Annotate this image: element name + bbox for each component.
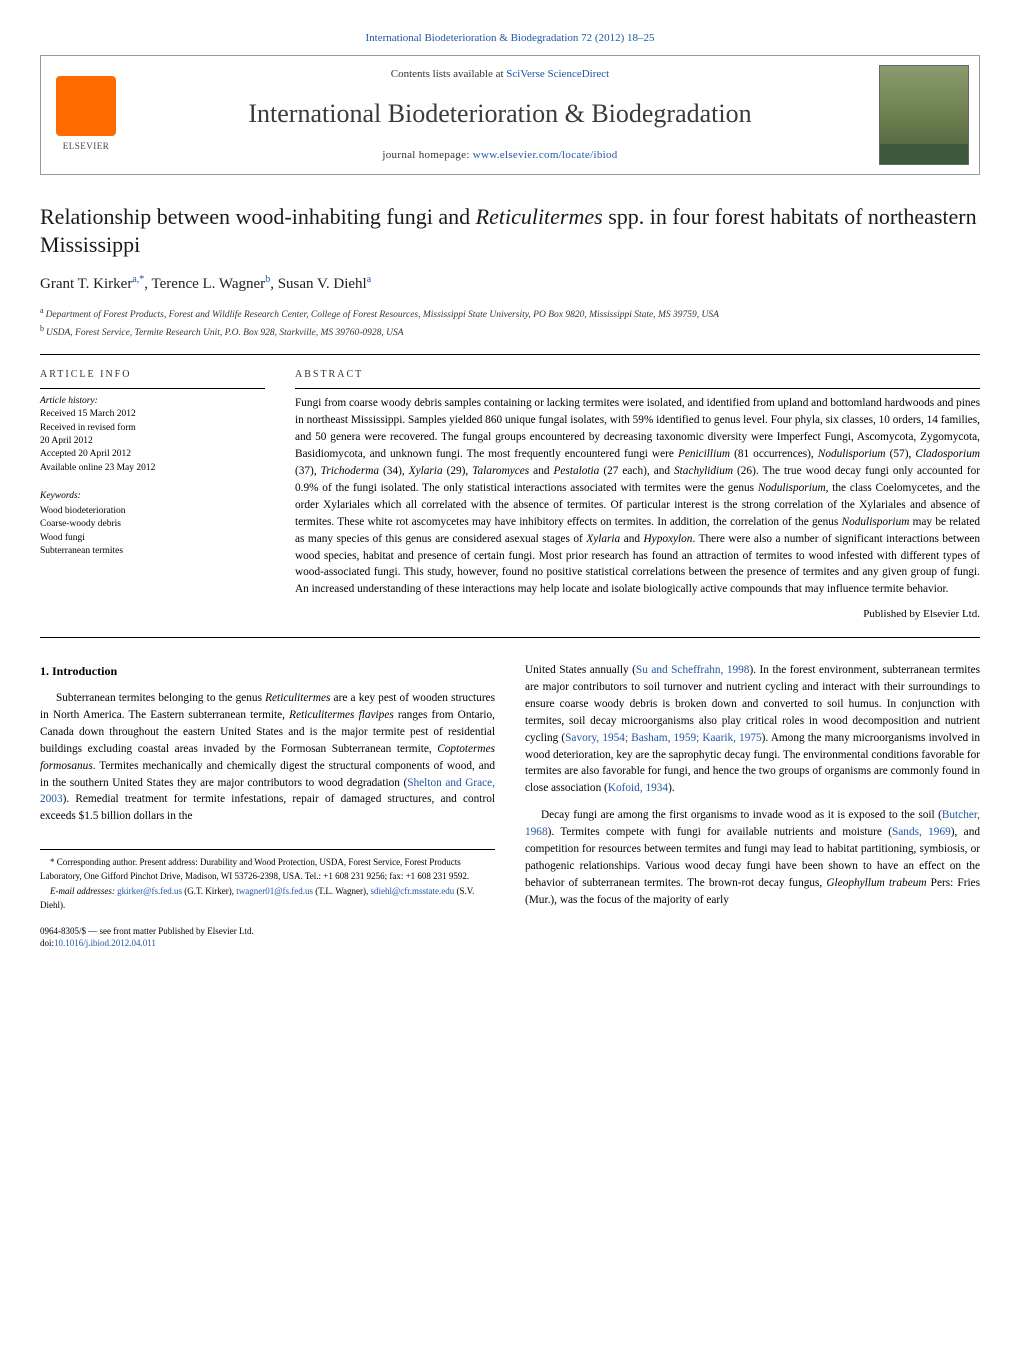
keyword-item: Coarse-woody debris bbox=[40, 518, 265, 531]
author-2: , Terence L. Wagner bbox=[144, 276, 265, 292]
history-line: Accepted 20 April 2012 bbox=[40, 448, 265, 461]
author-1-affil-sup: a,* bbox=[132, 274, 144, 285]
citation-link[interactable]: Savory, 1954; Basham, 1959; Kaarik, 1975 bbox=[565, 732, 762, 744]
journal-name-heading: International Biodeterioration & Biodegr… bbox=[151, 94, 849, 133]
affiliations: aDepartment of Forest Products, Forest a… bbox=[40, 305, 980, 340]
body-column-left: 1. Introduction Subterranean termites be… bbox=[40, 662, 495, 950]
front-matter-block: 0964-8305/$ — see front matter Published… bbox=[40, 926, 495, 949]
intro-paragraph-1: Subterranean termites belonging to the g… bbox=[40, 690, 495, 826]
keyword-item: Wood fungi bbox=[40, 532, 265, 545]
article-history: Article history: Received 15 March 2012 … bbox=[40, 395, 265, 475]
corresponding-author-note: * Corresponding author. Present address:… bbox=[40, 856, 495, 883]
info-divider bbox=[40, 388, 265, 389]
meta-abstract-row: ARTICLE INFO Article history: Received 1… bbox=[40, 367, 980, 623]
sciencedirect-link[interactable]: SciVerse ScienceDirect bbox=[506, 68, 609, 80]
keyword-item: Subterranean termites bbox=[40, 545, 265, 558]
section-title: Introduction bbox=[52, 664, 117, 678]
affiliation-b: bUSDA, Forest Service, Termite Research … bbox=[40, 323, 980, 340]
section-heading: 1. Introduction bbox=[40, 662, 495, 680]
contents-prefix: Contents lists available at bbox=[391, 68, 506, 80]
keyword-item: Wood biodeterioration bbox=[40, 505, 265, 518]
body-columns: 1. Introduction Subterranean termites be… bbox=[40, 662, 980, 950]
keywords-list: Wood biodeterioration Coarse-woody debri… bbox=[40, 505, 265, 558]
journal-header-box: ELSEVIER Contents lists available at Sci… bbox=[40, 55, 980, 175]
homepage-prefix: journal homepage: bbox=[382, 149, 472, 161]
affiliation-a: aDepartment of Forest Products, Forest a… bbox=[40, 305, 980, 322]
journal-homepage-line: journal homepage: www.elsevier.com/locat… bbox=[151, 147, 849, 164]
abstract-divider bbox=[295, 388, 980, 389]
authors-line: Grant T. Kirkera,*, Terence L. Wagnerb, … bbox=[40, 272, 980, 296]
journal-citation-link[interactable]: International Biodeterioration & Biodegr… bbox=[40, 30, 980, 47]
title-italic-genus: Reticulitermes bbox=[476, 204, 603, 229]
doi-line: doi:10.1016/j.ibiod.2012.04.011 bbox=[40, 938, 495, 950]
history-line: Received 15 March 2012 bbox=[40, 408, 265, 421]
title-part-1: Relationship between wood-inhabiting fun… bbox=[40, 204, 476, 229]
journal-homepage-link[interactable]: www.elsevier.com/locate/ibiod bbox=[473, 149, 618, 161]
keywords-block: Keywords: Wood biodeterioration Coarse-w… bbox=[40, 489, 265, 558]
author-3-affil-sup: a bbox=[367, 274, 371, 285]
article-title: Relationship between wood-inhabiting fun… bbox=[40, 203, 980, 260]
issn-line: 0964-8305/$ — see front matter Published… bbox=[40, 926, 495, 938]
author-3: , Susan V. Diehl bbox=[270, 276, 367, 292]
author-1: Grant T. Kirker bbox=[40, 276, 132, 292]
intro-paragraph-2: Decay fungi are among the first organism… bbox=[525, 807, 980, 909]
intro-paragraph-1-cont: United States annually (Su and Scheffrah… bbox=[525, 662, 980, 798]
doi-link[interactable]: 10.1016/j.ibiod.2012.04.011 bbox=[54, 938, 156, 948]
divider-top bbox=[40, 354, 980, 355]
abstract-column: ABSTRACT Fungi from coarse woody debris … bbox=[295, 367, 980, 623]
contents-available-line: Contents lists available at SciVerse Sci… bbox=[151, 66, 849, 83]
publisher-name: ELSEVIER bbox=[63, 140, 110, 154]
email-link[interactable]: twagner01@fs.fed.us bbox=[236, 886, 313, 896]
citation-link[interactable]: Kofoid, 1934 bbox=[608, 782, 668, 794]
article-info-column: ARTICLE INFO Article history: Received 1… bbox=[40, 367, 265, 623]
header-center: Contents lists available at SciVerse Sci… bbox=[131, 58, 869, 172]
history-line: Received in revised form bbox=[40, 422, 265, 435]
article-info-heading: ARTICLE INFO bbox=[40, 367, 265, 382]
email-link[interactable]: sdiehl@cfr.msstate.edu bbox=[370, 886, 454, 896]
published-by-line: Published by Elsevier Ltd. bbox=[295, 606, 980, 623]
publisher-logo-area: ELSEVIER bbox=[41, 68, 131, 162]
abstract-heading: ABSTRACT bbox=[295, 367, 980, 382]
history-lines: Received 15 March 2012 Received in revis… bbox=[40, 408, 265, 474]
body-column-right: United States annually (Su and Scheffrah… bbox=[525, 662, 980, 950]
email-link[interactable]: gkirker@fs.fed.us bbox=[117, 886, 182, 896]
keywords-label: Keywords: bbox=[40, 489, 265, 503]
history-line: Available online 23 May 2012 bbox=[40, 462, 265, 475]
section-number: 1. bbox=[40, 664, 49, 678]
email-addresses-line: E-mail addresses: gkirker@fs.fed.us (G.T… bbox=[40, 885, 495, 912]
abstract-text: Fungi from coarse woody debris samples c… bbox=[295, 395, 980, 598]
history-line: 20 April 2012 bbox=[40, 435, 265, 448]
citation-link[interactable]: Su and Scheffrahn, 1998 bbox=[636, 664, 750, 676]
history-label: Article history: bbox=[40, 395, 265, 408]
journal-cover-thumbnail bbox=[879, 65, 969, 165]
footnotes-block: * Corresponding author. Present address:… bbox=[40, 849, 495, 912]
elsevier-tree-icon bbox=[56, 76, 116, 136]
citation-link[interactable]: Sands, 1969 bbox=[892, 826, 951, 838]
divider-bottom bbox=[40, 637, 980, 638]
